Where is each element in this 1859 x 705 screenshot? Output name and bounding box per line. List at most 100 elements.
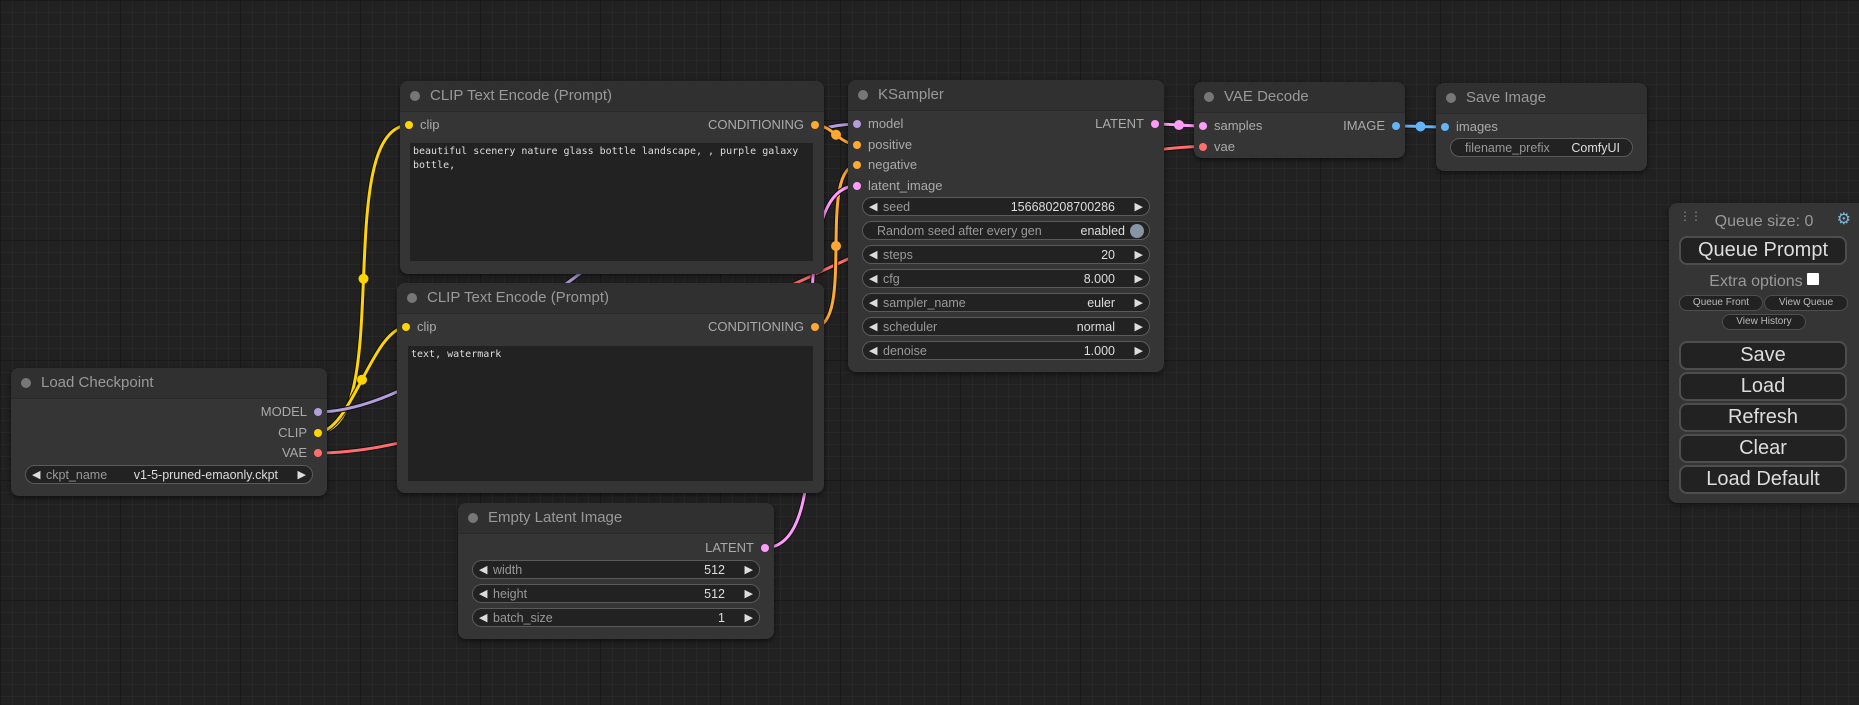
refresh-button[interactable]: Refresh [1679,403,1847,432]
link-center-marker[interactable] [1174,120,1184,130]
load-button[interactable]: Load [1679,372,1847,401]
slot-dot-icon[interactable] [1392,122,1400,130]
decrement-arrow-icon[interactable]: ◀ [869,321,878,333]
widget-filename_prefix[interactable]: filename_prefix ComfyUI [1450,138,1633,157]
slot-dot-icon[interactable] [314,428,322,437]
collapse-dot-icon[interactable] [1446,93,1456,103]
node-title-bar[interactable]: Load Checkpoint [11,368,327,399]
increment-arrow-icon[interactable]: ▶ [1134,321,1143,333]
slot-dot-icon[interactable] [1199,142,1207,151]
decrement-arrow-icon[interactable]: ◀ [32,469,41,481]
node-title-bar[interactable]: Save Image [1436,83,1647,114]
toggle-knob-icon[interactable] [1130,224,1144,238]
input-slot-negative[interactable]: negative [853,157,917,173]
output-slot-vae[interactable]: VAE [282,445,322,461]
widget-sampler_name[interactable]: ◀ ▶ sampler_name euler [862,293,1150,312]
decrement-arrow-icon[interactable]: ◀ [479,564,488,576]
collapse-dot-icon[interactable] [1204,92,1214,102]
input-slot-latent_image[interactable]: latent_image [853,178,942,194]
increment-arrow-icon[interactable]: ▶ [744,612,753,624]
node-title-bar[interactable]: CLIP Text Encode (Prompt) [397,283,824,314]
load-default-button[interactable]: Load Default [1679,465,1847,494]
view-queue-button[interactable]: View Queue [1764,295,1848,311]
output-slot-model[interactable]: MODEL [261,404,322,420]
widget-random-seed-after-every-gen[interactable]: Random seed after every gen enabled [862,221,1150,240]
slot-dot-icon[interactable] [405,121,413,129]
slot-dot-icon[interactable] [314,408,322,416]
slot-dot-icon[interactable] [761,544,769,552]
slot-dot-icon[interactable] [314,449,322,457]
increment-arrow-icon[interactable]: ▶ [1134,345,1143,357]
prompt-textarea[interactable]: beautiful scenery nature glass bottle la… [410,143,813,261]
node-title-bar[interactable]: CLIP Text Encode (Prompt) [400,81,824,112]
node-title-bar[interactable]: VAE Decode [1194,82,1405,113]
prompt-textarea[interactable]: text, watermark [408,346,813,481]
widget-height[interactable]: ◀ ▶ height 512 [472,584,760,603]
output-slot-latent[interactable]: LATENT [1095,116,1159,132]
decrement-arrow-icon[interactable]: ◀ [869,249,878,261]
increment-arrow-icon[interactable]: ▶ [744,564,753,576]
slot-dot-icon[interactable] [853,120,861,128]
slot-dot-icon[interactable] [1441,123,1449,131]
widget-width[interactable]: ◀ ▶ width 512 [472,560,760,579]
decrement-arrow-icon[interactable]: ◀ [869,345,878,357]
slot-dot-icon[interactable] [853,161,861,169]
increment-arrow-icon[interactable]: ▶ [744,588,753,600]
increment-arrow-icon[interactable]: ▶ [297,469,306,481]
collapse-dot-icon[interactable] [858,90,868,100]
clear-button[interactable]: Clear [1679,434,1847,463]
slot-dot-icon[interactable] [853,140,861,149]
extra-options-checkbox[interactable] [1806,273,1819,285]
node-title-bar[interactable]: Empty Latent Image [458,503,774,534]
input-slot-vae[interactable]: vae [1199,139,1235,155]
collapse-dot-icon[interactable] [410,91,420,101]
input-slot-images[interactable]: images [1441,119,1498,135]
node-clip-pos[interactable]: CLIP Text Encode (Prompt) clip CONDITIONIN… [400,81,824,274]
output-slot-clip[interactable]: CLIP [278,425,322,441]
slot-dot-icon[interactable] [811,121,819,129]
view-history-button[interactable]: View History [1722,314,1806,330]
decrement-arrow-icon[interactable]: ◀ [869,201,878,213]
link-center-marker[interactable] [1415,121,1426,132]
link-center-marker[interactable] [831,129,841,140]
output-slot-conditioning[interactable]: CONDITIONING [708,117,819,133]
input-slot-samples[interactable]: samples [1199,118,1262,134]
slot-dot-icon[interactable] [853,181,861,190]
link-center-marker[interactable] [357,374,367,385]
input-slot-clip[interactable]: clip [405,117,440,133]
node-save[interactable]: Save Image images filename_prefix ComfyUI [1436,83,1647,171]
queue-front-button[interactable]: Queue Front [1679,295,1763,311]
input-slot-clip[interactable]: clip [402,319,437,335]
link-center-marker[interactable] [358,273,369,284]
collapse-dot-icon[interactable] [468,513,478,523]
decrement-arrow-icon[interactable]: ◀ [869,297,878,309]
widget-seed[interactable]: ◀ ▶ seed 156680208700286 [862,197,1150,216]
decrement-arrow-icon[interactable]: ◀ [479,588,488,600]
collapse-dot-icon[interactable] [21,378,31,388]
slot-dot-icon[interactable] [1199,122,1207,130]
decrement-arrow-icon[interactable]: ◀ [479,612,488,624]
widget-denoise[interactable]: ◀ ▶ denoise 1.000 [862,341,1150,360]
widget-steps[interactable]: ◀ ▶ steps 20 [862,245,1150,264]
collapse-dot-icon[interactable] [407,293,417,303]
output-slot-image[interactable]: IMAGE [1343,118,1400,134]
save-button[interactable]: Save [1679,341,1847,370]
output-slot-latent[interactable]: LATENT [705,540,769,556]
queue-prompt-button[interactable]: Queue Prompt [1679,236,1847,265]
node-ckpt[interactable]: Load Checkpoint MODEL CLIP VAE ◀ ▶ ckpt_name v1… [11,368,327,496]
output-slot-conditioning[interactable]: CONDITIONING [708,319,819,335]
decrement-arrow-icon[interactable]: ◀ [869,273,878,285]
slot-dot-icon[interactable] [1151,120,1159,128]
increment-arrow-icon[interactable]: ▶ [1134,273,1143,285]
widget-batch_size[interactable]: ◀ ▶ batch_size 1 [472,608,760,627]
input-slot-model[interactable]: model [853,116,903,132]
link-center-marker[interactable] [831,241,841,251]
node-ksampler[interactable]: KSampler model positive negative latent_imag… [848,80,1164,372]
increment-arrow-icon[interactable]: ▶ [1134,249,1143,261]
slot-dot-icon[interactable] [811,323,819,331]
input-slot-positive[interactable]: positive [853,137,912,153]
widget-cfg[interactable]: ◀ ▶ cfg 8.000 [862,269,1150,288]
node-clip-neg[interactable]: CLIP Text Encode (Prompt) clip CONDITIONIN… [397,283,824,493]
slot-dot-icon[interactable] [402,323,410,331]
node-vaedecode[interactable]: VAE Decode samples vae IMAGE [1194,82,1405,158]
